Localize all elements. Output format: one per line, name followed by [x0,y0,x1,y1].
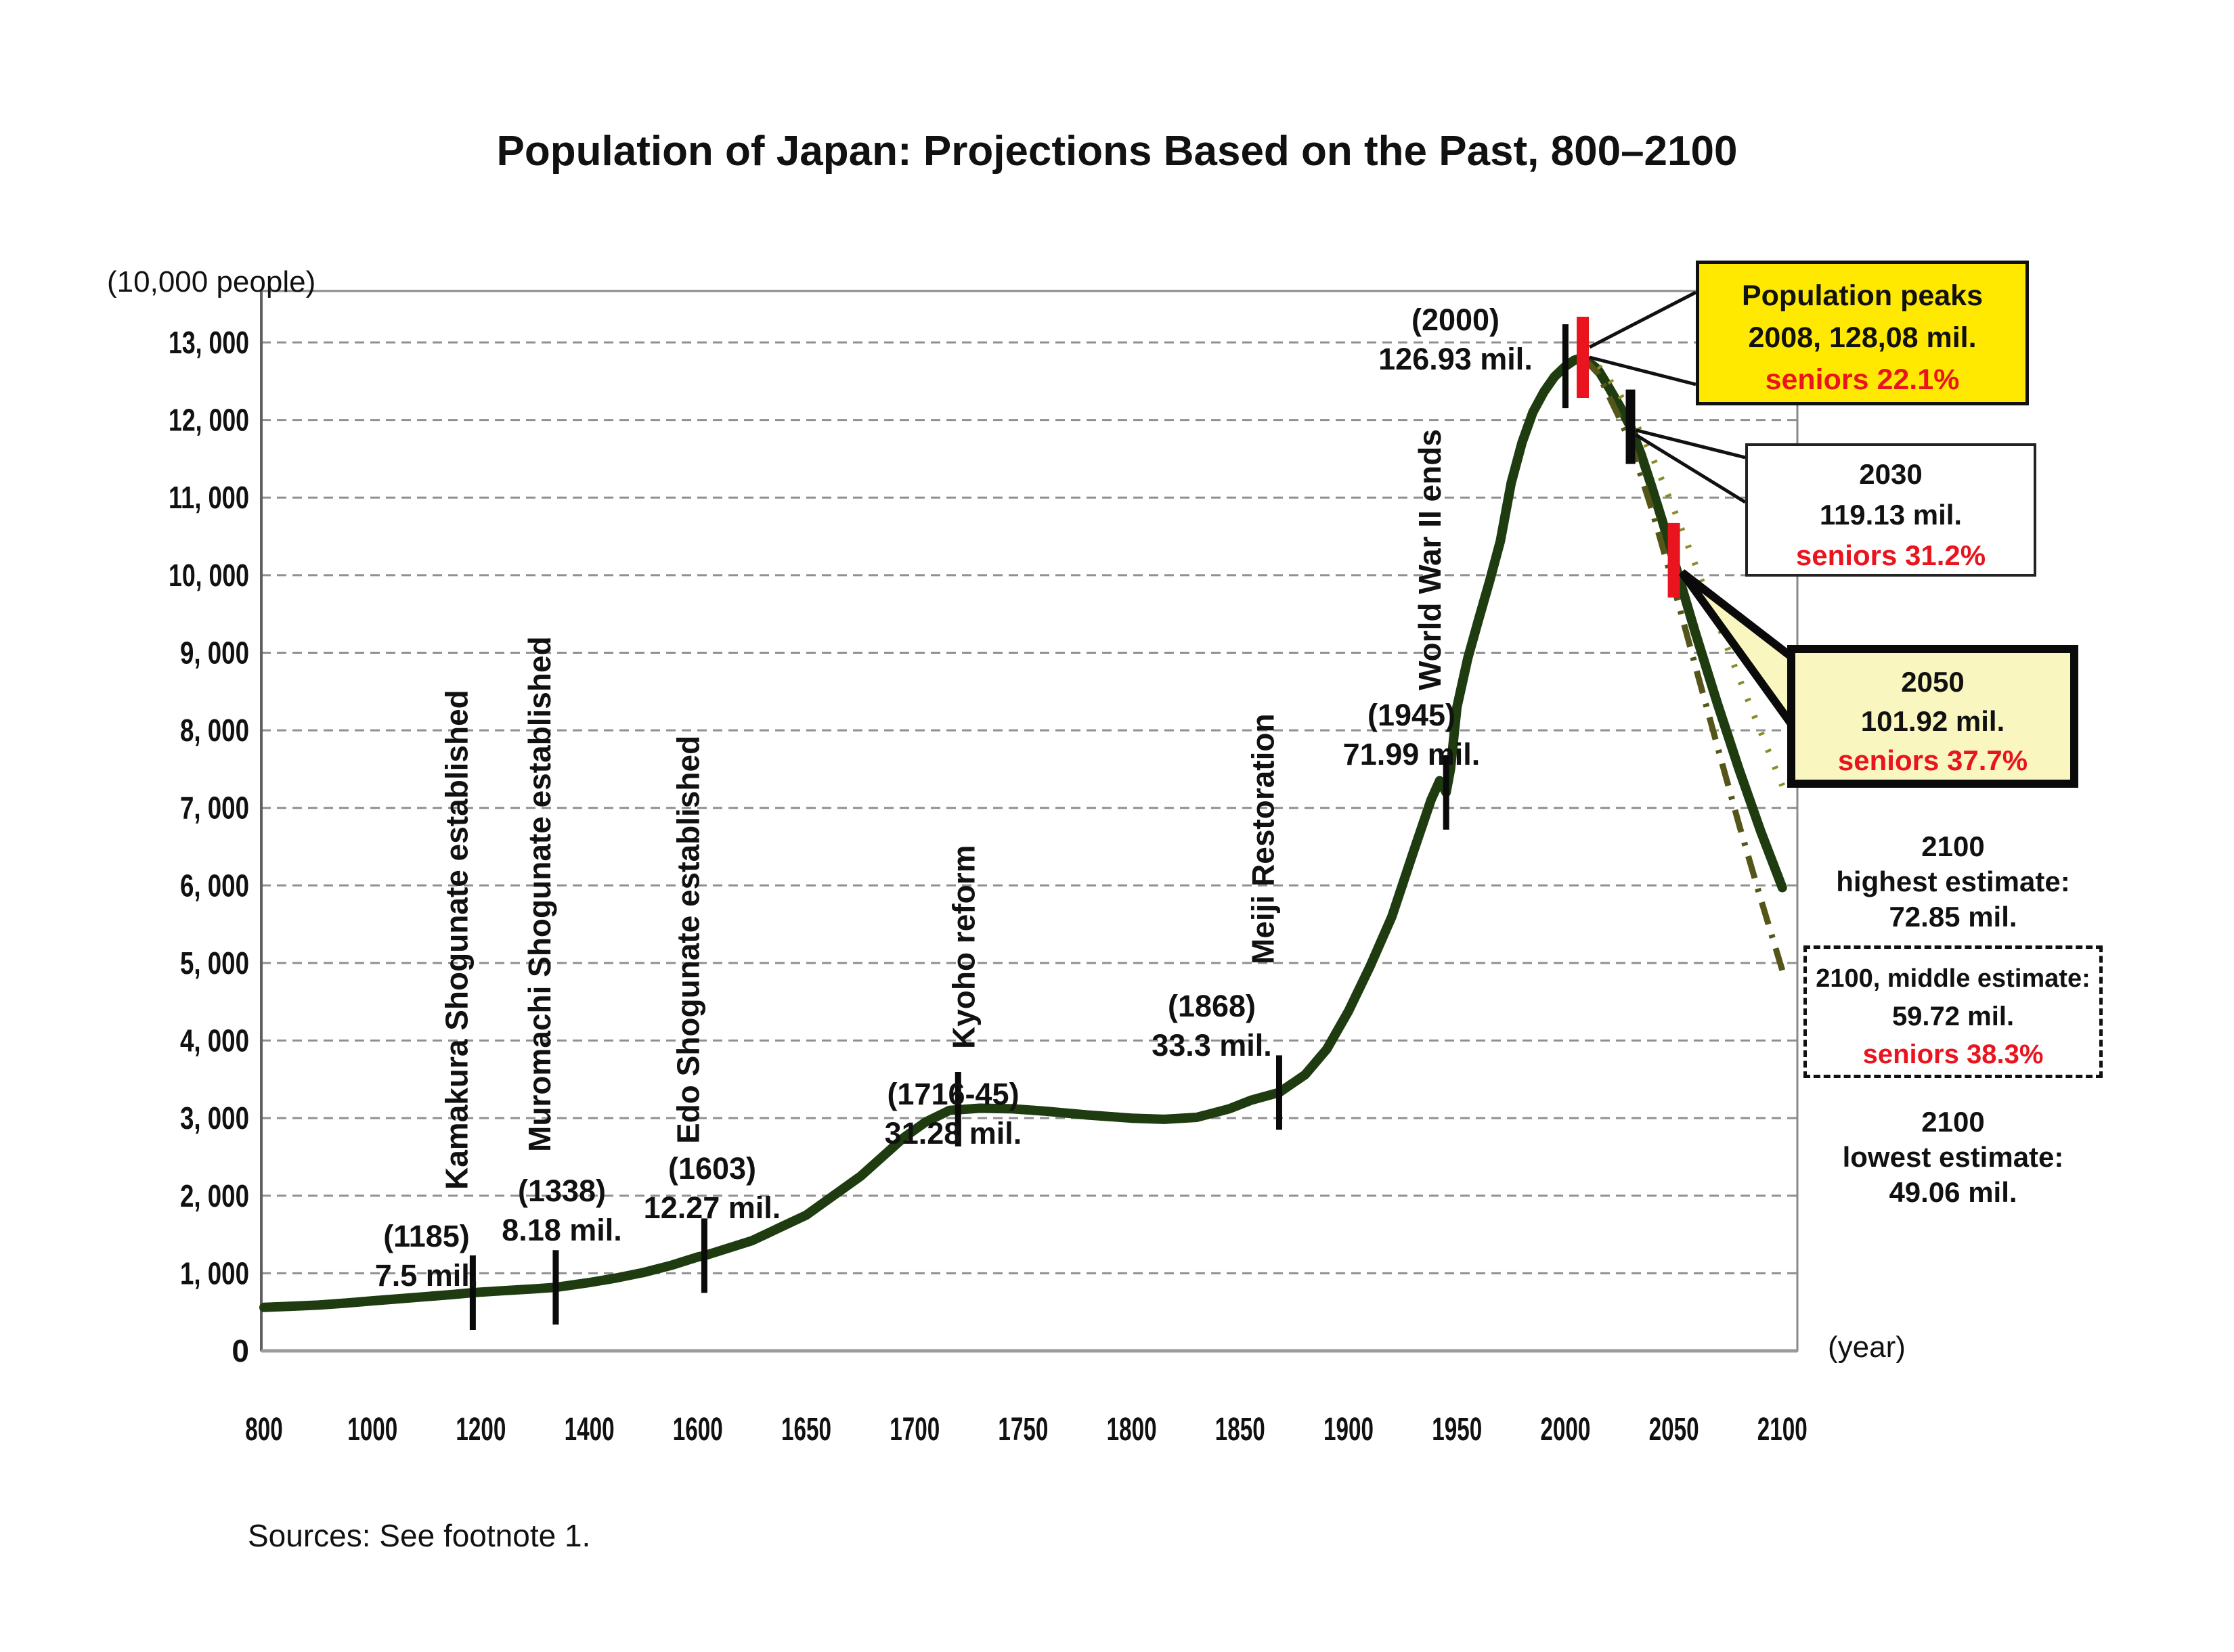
high-line3: 72.85 mil. [1889,901,2017,933]
annotation-1945-line2: 71.99 mil. [1343,737,1481,772]
peak-line1: Population peaks [1741,280,1983,312]
mid-line1: 2100, middle estimate: [1816,964,2090,993]
high-line2: highest estimate: [1836,866,2070,897]
event-label-1730: Kyoho reform [946,845,981,1049]
callout-2050: 2050 101.92 mil. seniors 37.7% [1787,645,2078,788]
leader-peak-1 [1589,355,1696,386]
sources-note: Sources: See footnote 1. [248,1518,591,1553]
y-tick-label-12000: 12, 000 [169,403,249,438]
annotation-1185-line1: (1185) [383,1219,470,1253]
x-tick-label-1750: 1750 [998,1412,1048,1448]
y-tick-label-3000: 3, 000 [180,1100,249,1136]
peak-line2: 2008, 128,08 mil. [1748,321,1977,354]
c2030-seniors: seniors 31.2% [1795,539,1986,571]
y-tick-label-5000: 5, 000 [180,945,249,981]
x-axis-year-label: (year) [1828,1331,1906,1364]
annotation-1716-45-line1: (1716-45) [887,1077,1019,1111]
annotation-2000-line2: 126.93 mil. [1378,342,1533,376]
x-tick-label-1800: 1800 [1107,1412,1157,1448]
x-tick-label-1200: 1200 [456,1412,506,1448]
leader-2030-0 [1635,428,1746,460]
annotation-1868-line1: (1868) [1168,989,1256,1023]
y-tick-label-9000: 9, 000 [180,635,249,670]
y-tick-label-8000: 8, 000 [180,713,249,748]
x-tick-label-1600: 1600 [673,1412,723,1448]
x-tick-label-1950: 1950 [1432,1412,1482,1448]
x-tick-label-2050: 2050 [1649,1412,1699,1448]
low-line1: 2100 [1921,1106,1985,1138]
annotation-1338-line2: 8.18 mil. [502,1213,622,1247]
x-tick-label-800: 800 [245,1412,283,1448]
series-projection-middle [1578,353,1787,893]
marker-2050 [1667,522,1680,598]
low-line3: 49.06 mil. [1889,1176,2017,1208]
series-projection-lowest [1580,355,1786,972]
c2050-line2: 101.92 mil. [1860,705,2005,737]
x-tick-label-1850: 1850 [1215,1412,1265,1448]
mid-line2: 59.72 mil. [1891,1002,2015,1031]
low-line2: lowest estimate: [1842,1141,2064,1173]
chart-title: Population of Japan: Projections Based o… [496,128,1738,175]
marker-2030 [1625,389,1636,464]
y-axis-unit-label: (10,000 people) [107,265,316,298]
estimate-2100-middle: 2100, middle estimate: 59.72 mil. senior… [1803,945,2103,1078]
y-tick-label-4000: 4, 000 [180,1023,249,1058]
annotation-1868-line2: 33.3 mil. [1152,1028,1272,1063]
leader-peak-0 [1588,290,1697,349]
y-tick-label-11000: 11, 000 [169,480,249,515]
high-line1: 2100 [1921,830,1985,862]
y-tick-label-6000: 6, 000 [180,868,249,903]
estimate-2100-lowest: 2100 lowest estimate: 49.06 mil. [1803,1104,2103,1210]
x-tick-label-2000: 2000 [1540,1412,1590,1448]
c2050-line1: 2050 [1901,666,1965,698]
annotation-1338-line1: (1338) [518,1174,606,1208]
callout-population-peak: Population peaks 2008, 128,08 mil. senio… [1696,261,2029,405]
x-tick-label-1650: 1650 [781,1412,831,1448]
annotation-1716-45-line2: 31.28 mil. [885,1116,1022,1151]
y-tick-label-0: 0 [232,1333,249,1368]
event-label-1338: Muromachi Shogunate established [522,636,557,1152]
callout-2030: 2030 119.13 mil. seniors 31.2% [1745,443,2036,577]
peak-seniors: seniors 22.1% [1765,363,1960,396]
annotation-1185-line2: 7.5 mil. [375,1258,479,1293]
y-tick-label-7000: 7, 000 [180,790,249,826]
mid-seniors: seniors 38.3% [1862,1040,2044,1069]
event-label-1868: Meiji Restoration [1245,713,1280,964]
annotation-1603-line2: 12.27 mil. [644,1190,781,1225]
event-label-1945: World War II ends [1412,429,1447,690]
y-tick-label-13000: 13, 000 [169,325,249,360]
annotation-2000-line1: (2000) [1411,303,1499,337]
estimate-2100-highest: 2100 highest estimate: 72.85 mil. [1803,829,2103,935]
annotation-1945-line1: (1945) [1367,698,1455,732]
c2050-seniors: seniors 37.7% [1837,744,2028,776]
marker-2008 [1577,317,1590,399]
y-tick-label-10000: 10, 000 [169,558,249,593]
annotation-1603-line1: (1603) [668,1151,756,1186]
leader-2030-1 [1635,433,1747,504]
x-tick-label-1700: 1700 [890,1412,940,1448]
x-tick-label-1000: 1000 [347,1412,397,1448]
event-label-1185: Kamakura Shogunate established [439,690,474,1190]
y-tick-label-1000: 1, 000 [180,1255,249,1291]
x-tick-label-2100: 2100 [1757,1412,1808,1448]
c2030-line2: 119.13 mil. [1819,499,1963,531]
y-tick-label-2000: 2, 000 [180,1178,249,1213]
x-tick-label-1900: 1900 [1323,1412,1374,1448]
plot-border [260,290,1799,1352]
c2030-line1: 2030 [1859,458,1923,490]
x-tick-label-1400: 1400 [565,1412,615,1448]
event-label-1603: Edo Shogunate established [670,736,705,1144]
series-historical [259,353,1587,1312]
